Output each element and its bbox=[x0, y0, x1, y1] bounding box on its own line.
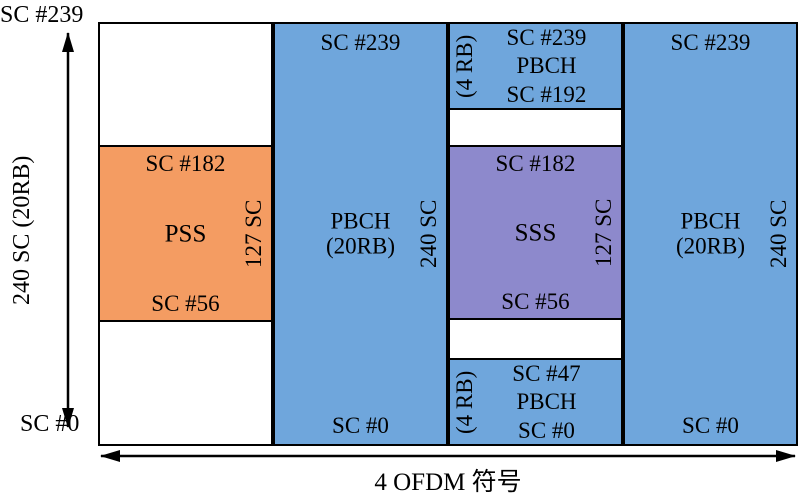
y-axis-top-tick: SC #239 bbox=[0, 2, 84, 28]
pbch-sym3-label: PBCH (20RB) bbox=[625, 209, 796, 260]
pbch-upper-text: SC #239 PBCH SC #192 bbox=[474, 24, 619, 108]
pbch-upper-block: (4 RB) SC #239 PBCH SC #192 bbox=[448, 22, 623, 110]
pbch-symbol1-block: SC #239 PBCH (20RB) 240 SC SC #0 bbox=[273, 22, 448, 446]
sss-top-sc-label: SC #182 bbox=[495, 151, 576, 176]
pbch-lower-bottom-sc-label: SC #0 bbox=[518, 417, 575, 443]
pbch-sym1-bottom-sc-label: SC #0 bbox=[332, 412, 389, 438]
pss-label: PSS bbox=[164, 219, 207, 247]
pbch-symbol3-block: SC #239 PBCH (20RB) 240 SC SC #0 bbox=[623, 22, 798, 446]
sss-block: SC #182 SSS 127 SC SC #56 bbox=[448, 145, 623, 320]
pbch-lower-text: SC #47 PBCH SC #0 bbox=[474, 360, 619, 444]
y-axis-label: 240 SC (20RB) bbox=[9, 155, 35, 306]
pbch-sym1-name: PBCH bbox=[330, 208, 391, 234]
sss-bottom-sc-label: SC #56 bbox=[501, 288, 570, 314]
pbch-sym1-span-label: 240 SC bbox=[415, 199, 441, 269]
pbch-sym1-top-sc-label: SC #239 bbox=[320, 30, 401, 55]
pbch-lower-name: PBCH bbox=[516, 389, 577, 415]
pbch-sym3-bottom-sc-label: SC #0 bbox=[682, 412, 739, 438]
x-axis-label: 4 OFDM 符号 bbox=[374, 469, 522, 496]
sss-label: SSS bbox=[514, 218, 557, 246]
pbch-sym3-size: (20RB) bbox=[676, 234, 745, 259]
pss-top-sc-label: SC #182 bbox=[145, 151, 226, 176]
pbch-sym1-size: (20RB) bbox=[326, 234, 395, 259]
pbch-upper-top-sc-label: SC #239 bbox=[506, 25, 587, 50]
pbch-sym1-label: PBCH (20RB) bbox=[275, 209, 446, 260]
pbch-sym3-top-sc-label: SC #239 bbox=[670, 30, 751, 55]
pbch-upper-bottom-sc-label: SC #192 bbox=[506, 81, 587, 107]
pbch-upper-name: PBCH bbox=[516, 53, 577, 79]
pss-block: SC #182 PSS 127 SC SC #56 bbox=[98, 145, 273, 322]
pbch-sym3-name: PBCH bbox=[680, 208, 741, 234]
pbch-sym3-span-label: 240 SC bbox=[765, 199, 791, 269]
pss-bottom-sc-label: SC #56 bbox=[151, 290, 220, 316]
pbch-lower-block: (4 RB) SC #47 PBCH SC #0 bbox=[448, 358, 623, 446]
pbch-lower-top-sc-label: SC #47 bbox=[512, 361, 581, 386]
